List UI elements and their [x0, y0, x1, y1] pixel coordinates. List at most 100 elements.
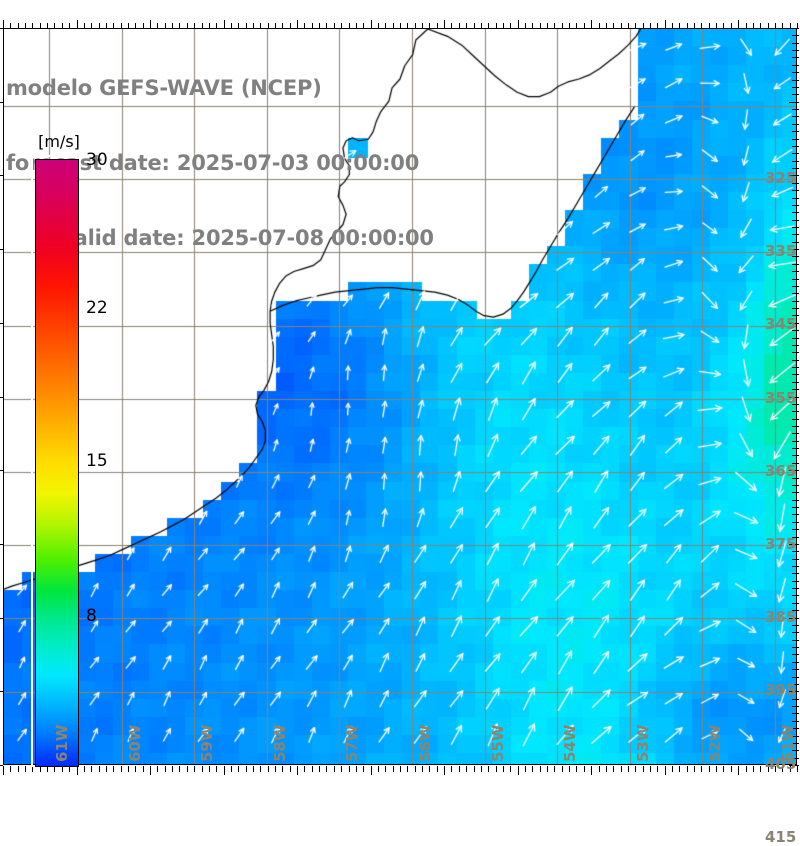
- tick: [143, 766, 144, 772]
- tick: [665, 766, 666, 775]
- tick: [349, 766, 350, 772]
- tick: [709, 766, 710, 772]
- tick: [525, 766, 526, 772]
- tick: [297, 766, 298, 775]
- tick: [723, 766, 724, 772]
- tick: [591, 766, 592, 775]
- tick: [650, 766, 651, 772]
- tick: [224, 766, 225, 775]
- tick: [326, 766, 327, 772]
- map-plot-area[interactable]: [3, 28, 797, 765]
- tick: [253, 766, 254, 772]
- tick: [451, 766, 452, 772]
- tick: [657, 766, 658, 772]
- lon-label-52W: 52W: [706, 724, 725, 762]
- tick: [216, 766, 217, 772]
- tick: [753, 766, 754, 772]
- tick: [231, 766, 232, 772]
- tick: [341, 766, 342, 772]
- tick: [540, 766, 541, 772]
- colorbar-tick-15: 15: [86, 451, 108, 471]
- tick: [356, 766, 357, 772]
- tick: [591, 20, 592, 28]
- lon-label-60W: 60W: [125, 724, 144, 762]
- tick: [797, 23, 798, 28]
- axis-ticks-bottom: [3, 766, 798, 775]
- tick: [694, 766, 695, 772]
- tick: [260, 766, 261, 772]
- title-forecast-date-line: forecast date: 2025-07-03 00:00:00: [6, 151, 420, 175]
- colorbar[interactable]: [31, 155, 79, 767]
- tick: [496, 766, 497, 772]
- lon-label-55W: 55W: [488, 724, 507, 762]
- tick: [576, 766, 577, 772]
- tick: [84, 766, 85, 772]
- wind-speed-field: [4, 29, 796, 764]
- tick: [635, 766, 636, 772]
- tick: [554, 766, 555, 772]
- row-label-365: 365: [765, 461, 797, 480]
- tick: [121, 766, 122, 772]
- tick: [238, 766, 239, 772]
- tick: [738, 20, 739, 28]
- row-label-385: 385: [765, 608, 797, 627]
- tick: [481, 766, 482, 772]
- tick: [135, 766, 136, 772]
- row-label-415: 415: [765, 827, 797, 846]
- tick: [518, 766, 519, 775]
- tick: [547, 766, 548, 772]
- colorbar-gradient: [35, 159, 79, 767]
- title-valid-date-line: valid date: 2025-07-08 00:00:00: [60, 226, 434, 250]
- tick: [665, 20, 666, 28]
- tick: [599, 766, 600, 772]
- row-label-345: 345: [765, 315, 797, 334]
- tick: [268, 766, 269, 772]
- tick: [202, 766, 203, 772]
- tick: [91, 766, 92, 772]
- page-title: modelo GEFS-WAVE (NCEP) forecast date: 2…: [6, 26, 526, 301]
- tick: [77, 766, 78, 775]
- tick: [621, 766, 622, 772]
- tick: [106, 766, 107, 772]
- tick: [760, 766, 761, 772]
- lon-label-57W: 57W: [343, 724, 362, 762]
- tick: [128, 766, 129, 772]
- lon-label-54W: 54W: [561, 724, 580, 762]
- tick: [282, 766, 283, 772]
- tick: [562, 766, 563, 772]
- lon-label-61W: 61W: [53, 724, 71, 762]
- tick: [187, 766, 188, 772]
- tick: [172, 766, 173, 772]
- lon-label-56W: 56W: [416, 724, 434, 762]
- tick: [25, 766, 26, 772]
- tick: [150, 766, 151, 775]
- row-label-395: 395: [765, 681, 797, 700]
- tick: [363, 766, 364, 772]
- tick: [422, 766, 423, 772]
- tick: [113, 766, 114, 772]
- tick: [606, 766, 607, 772]
- tick: [319, 766, 320, 772]
- tick: [466, 766, 467, 772]
- colorbar-tick-30: 30: [86, 150, 108, 170]
- tick: [746, 766, 747, 772]
- tick: [731, 766, 732, 772]
- tick: [3, 766, 4, 775]
- tick: [613, 766, 614, 772]
- tick: [415, 766, 416, 772]
- tick: [672, 766, 673, 772]
- colorbar-tick-22: 22: [86, 298, 108, 318]
- tick: [510, 766, 511, 772]
- tick: [797, 766, 798, 772]
- row-label-355: 355: [765, 388, 797, 407]
- tick: [488, 766, 489, 772]
- tick: [584, 766, 585, 772]
- tick: [738, 766, 739, 775]
- tick: [3, 20, 4, 28]
- colorbar-border: [31, 155, 79, 767]
- row-label-325: 325: [765, 169, 797, 187]
- tick: [304, 766, 305, 772]
- tick: [532, 766, 533, 772]
- tick: [444, 766, 445, 775]
- tick: [679, 766, 680, 772]
